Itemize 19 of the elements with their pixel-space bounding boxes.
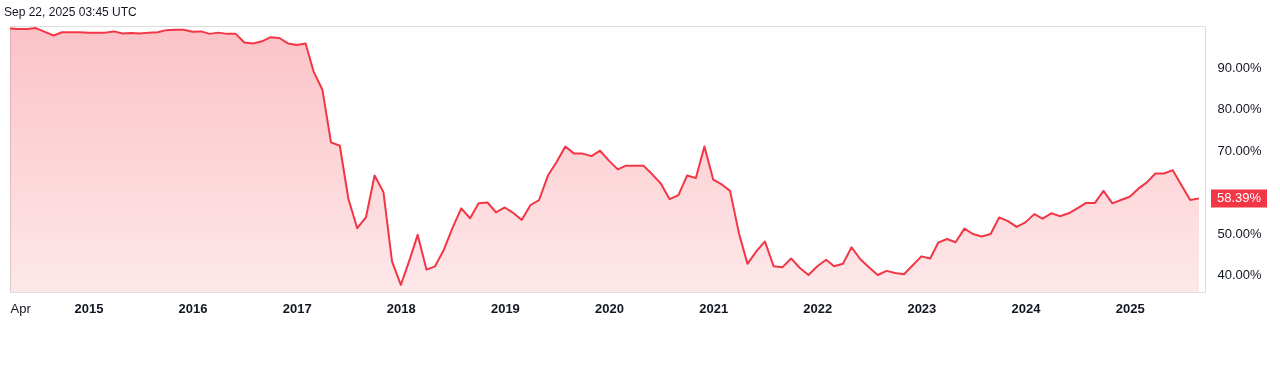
y-tick-label: 80.00% <box>1217 101 1263 117</box>
x-tick-label: 2017 <box>282 300 312 316</box>
x-tick-label: 2024 <box>1011 300 1042 316</box>
x-tick-label: Apr <box>10 300 32 316</box>
y-tick-label: 50.00% <box>1217 225 1263 241</box>
x-tick-label: 2022 <box>803 300 833 316</box>
x-tick-label: 2018 <box>386 300 416 316</box>
x-tick-label: 2019 <box>490 300 520 316</box>
x-tick-label: 2020 <box>594 300 624 316</box>
x-tick-label: 2015 <box>74 300 104 316</box>
y-tick-label: 40.00% <box>1217 267 1263 283</box>
x-tick-label: 2025 <box>1115 300 1145 316</box>
y-tick-label: 70.00% <box>1217 142 1263 158</box>
y-tick-label: 90.00% <box>1217 59 1263 75</box>
x-tick-label: 2023 <box>907 300 937 316</box>
text: Sep 22, 2025 03:45 UTC <box>4 5 138 19</box>
x-tick-label: 2021 <box>699 300 729 316</box>
annotation: 58.39% <box>1216 190 1262 206</box>
x-tick-label: 2016 <box>178 300 208 316</box>
